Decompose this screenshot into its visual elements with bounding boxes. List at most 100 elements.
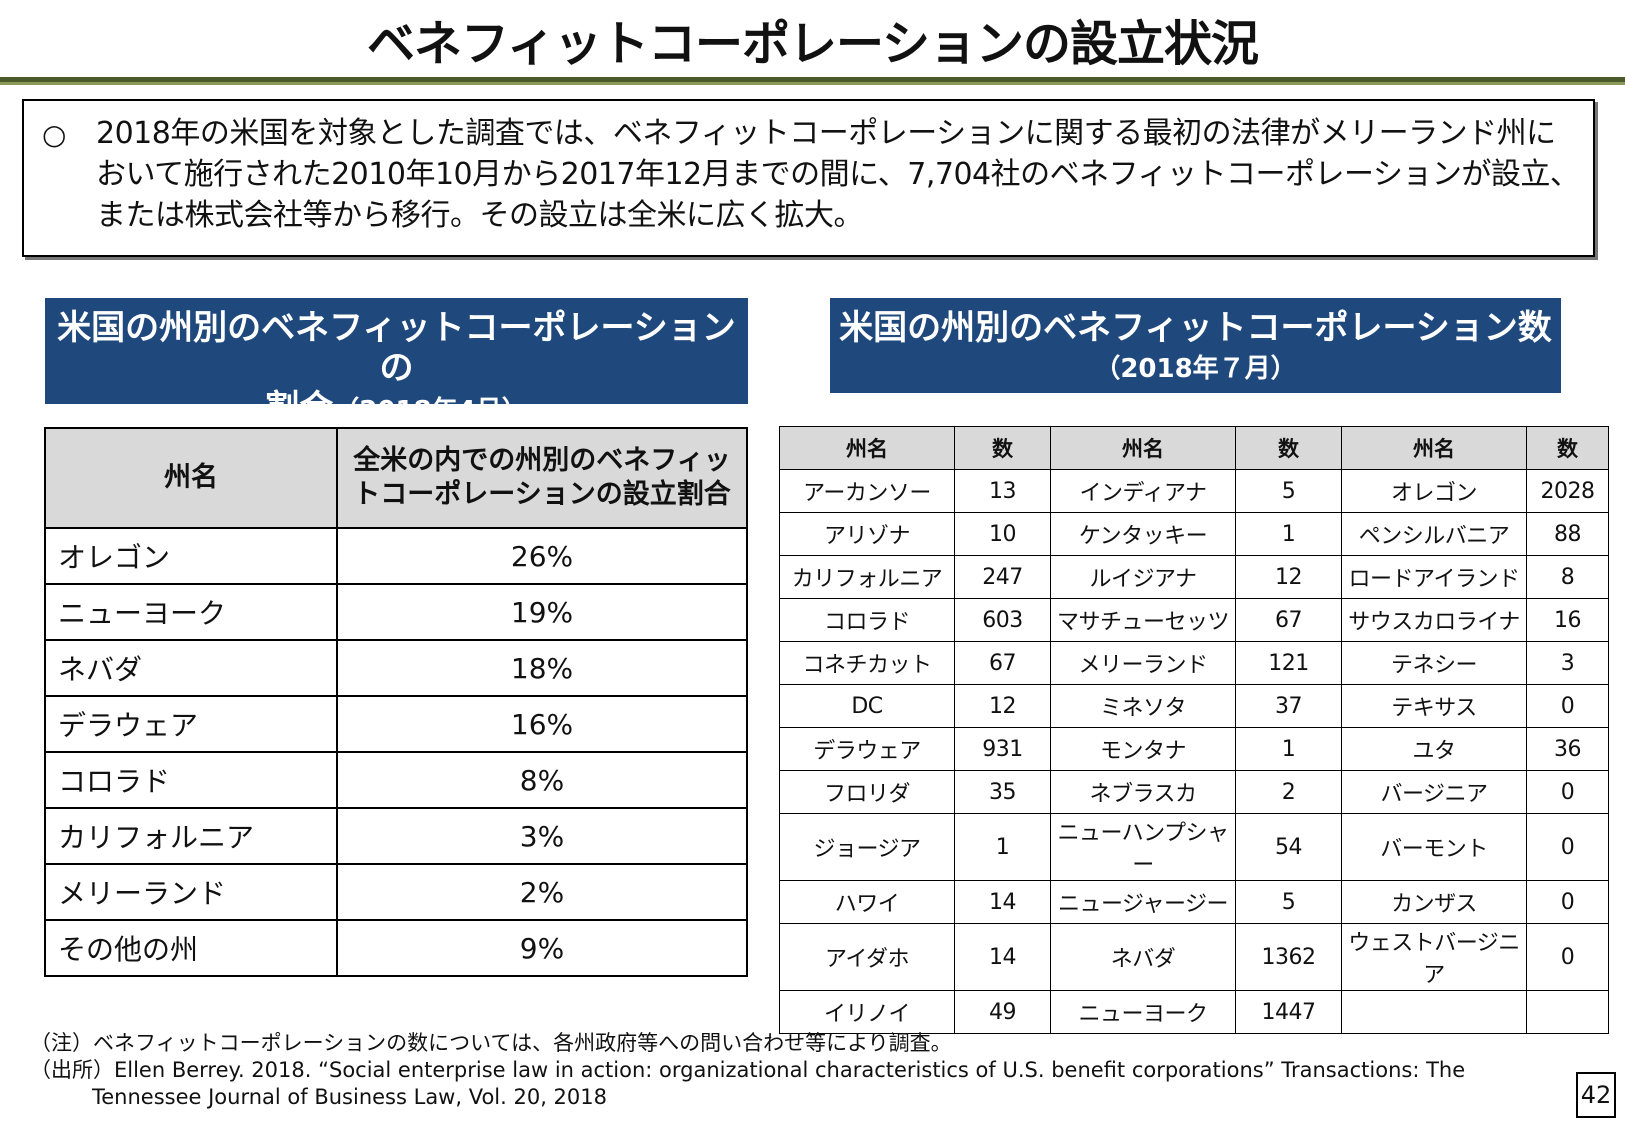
count-cell: 3	[1526, 641, 1609, 685]
state-name-cell: コロラド	[779, 598, 955, 642]
count-cell: 13	[954, 469, 1051, 513]
count-cell: 8	[1526, 555, 1609, 599]
state-name-cell: インディアナ	[1050, 469, 1236, 513]
share-heading-line2: 割合（2018年4月）	[45, 388, 748, 428]
share-cell: 9%	[336, 919, 748, 977]
state-share-table: 州名 全米の内での州別のベネフィットコーポレーションの設立割合 オレゴン 26% ニ…	[44, 427, 748, 977]
state-name-cell: ルイジアナ	[1050, 555, 1236, 599]
table-row: デラウェア 931 モンタナ 1 ユタ 36	[779, 727, 1609, 771]
state-name-cell: ネバダ	[1050, 923, 1236, 991]
count-cell: 12	[1235, 555, 1342, 599]
state-name-cell: ペンシルバニア	[1341, 512, 1527, 556]
state-name-cell: その他の州	[44, 919, 338, 977]
state-name-cell: テキサス	[1341, 684, 1527, 728]
count-cell: 1447	[1235, 990, 1342, 1034]
count-cell: 14	[954, 923, 1051, 991]
table-row: その他の州 9%	[44, 919, 748, 977]
table-row: ニューヨーク 19%	[44, 583, 748, 641]
count-cell	[1526, 990, 1609, 1034]
note-text: （注）ベネフィットコーポレーションの数については、各州政府等への問い合わせ等によ…	[30, 1031, 952, 1055]
count-cell: 1362	[1235, 923, 1342, 991]
state-name-cell: オレゴン	[44, 527, 338, 585]
count-cell: 88	[1526, 512, 1609, 556]
state-name-cell: アリゾナ	[779, 512, 955, 556]
count-cell: 0	[1526, 923, 1609, 991]
table-row: ハワイ 14 ニュージャージー 5 カンザス 0	[779, 880, 1609, 924]
column-header-state: 州名	[779, 426, 955, 470]
table-row: ネバダ 18%	[44, 639, 748, 697]
count-cell: 0	[1526, 813, 1609, 881]
table-row: デラウェア 16%	[44, 695, 748, 753]
table-row: カリフォルニア 247 ルイジアナ 12 ロードアイランド 8	[779, 555, 1609, 599]
count-cell: 67	[1235, 598, 1342, 642]
table-header-row: 州名 全米の内での州別のベネフィットコーポレーションの設立割合	[44, 427, 748, 529]
bullet-icon: ○	[42, 118, 67, 151]
count-cell: 12	[954, 684, 1051, 728]
table-row: ジョージア 1 ニューハンプシャー 54 バーモント 0	[779, 813, 1609, 881]
count-cell: 121	[1235, 641, 1342, 685]
column-header-state: 州名	[44, 427, 338, 529]
state-name-cell: カンザス	[1341, 880, 1527, 924]
state-name-cell: メリーランド	[44, 863, 338, 921]
count-heading-date: （2018年７月）	[1094, 354, 1297, 384]
table-row: オレゴン 26%	[44, 527, 748, 585]
count-cell: 603	[954, 598, 1051, 642]
source-text-continued: Tennessee Journal of Business Law, Vol. …	[92, 1085, 607, 1109]
count-cell: 49	[954, 990, 1051, 1034]
count-cell: 931	[954, 727, 1051, 771]
state-name-cell: ケンタッキー	[1050, 512, 1236, 556]
count-cell: 10	[954, 512, 1051, 556]
count-cell: 0	[1526, 770, 1609, 814]
state-name-cell: ニューヨーク	[1050, 990, 1236, 1034]
state-name-cell: カリフォルニア	[779, 555, 955, 599]
page-title: ベネフィットコーポレーションの設立状況	[366, 16, 1259, 72]
share-cell: 2%	[336, 863, 748, 921]
column-header-state: 州名	[1341, 426, 1527, 470]
state-name-cell: ネブラスカ	[1050, 770, 1236, 814]
table-row: コロラド 603 マサチューセッツ 67 サウスカロライナ 16	[779, 598, 1609, 642]
share-cell: 3%	[336, 807, 748, 865]
table-header-row: 州名 数 州名 数 州名 数	[779, 426, 1609, 470]
share-cell: 16%	[336, 695, 748, 753]
state-name-cell: サウスカロライナ	[1341, 598, 1527, 642]
state-name-cell: アーカンソー	[779, 469, 955, 513]
state-name-cell: イリノイ	[779, 990, 955, 1034]
state-name-cell: フロリダ	[779, 770, 955, 814]
column-header-count: 数	[1235, 426, 1342, 470]
page-number: 42	[1576, 1072, 1616, 1118]
state-name-cell: ウェストバージニア	[1341, 923, 1527, 991]
count-cell: 5	[1235, 880, 1342, 924]
footnotes: （注）ベネフィットコーポレーションの数については、各州政府等への問い合わせ等によ…	[30, 1030, 1530, 1111]
state-name-cell: モンタナ	[1050, 727, 1236, 771]
table-row: コネチカット 67 メリーランド 121 テネシー 3	[779, 641, 1609, 685]
table-row: フロリダ 35 ネブラスカ 2 バージニア 0	[779, 770, 1609, 814]
count-cell: 0	[1526, 684, 1609, 728]
share-cell: 8%	[336, 751, 748, 809]
state-name-cell: テネシー	[1341, 641, 1527, 685]
state-name-cell: ニュージャージー	[1050, 880, 1236, 924]
count-cell: 14	[954, 880, 1051, 924]
state-name-cell: デラウェア	[779, 727, 955, 771]
table-row: DC 12 ミネソタ 37 テキサス 0	[779, 684, 1609, 728]
count-cell: 37	[1235, 684, 1342, 728]
count-cell: 36	[1526, 727, 1609, 771]
count-cell: 247	[954, 555, 1051, 599]
state-name-cell: メリーランド	[1050, 641, 1236, 685]
state-name-cell: カリフォルニア	[44, 807, 338, 865]
count-table-heading: 米国の州別のベネフィットコーポレーション数 （2018年７月）	[830, 298, 1561, 393]
count-cell: 35	[954, 770, 1051, 814]
state-name-cell: ネバダ	[44, 639, 338, 697]
column-header-count: 数	[1526, 426, 1609, 470]
count-cell: 54	[1235, 813, 1342, 881]
column-header-share: 全米の内での州別のベネフィットコーポレーションの設立割合	[336, 427, 748, 529]
state-name-cell: コロラド	[44, 751, 338, 809]
state-name-cell: マサチューセッツ	[1050, 598, 1236, 642]
state-name-cell: ハワイ	[779, 880, 955, 924]
share-table-heading: 米国の州別のベネフィットコーポレーションの 割合（2018年4月）	[45, 298, 748, 428]
state-count-table: 州名 数 州名 数 州名 数 アーカンソー 13 インディアナ 5 オレゴン 2028 アリ…	[779, 426, 1609, 1034]
share-heading-main: 割合	[265, 388, 334, 428]
column-header-state: 州名	[1050, 426, 1236, 470]
share-heading-date: （2018年4月）	[333, 396, 528, 426]
state-name-cell: バーモント	[1341, 813, 1527, 881]
share-cell: 26%	[336, 527, 748, 585]
